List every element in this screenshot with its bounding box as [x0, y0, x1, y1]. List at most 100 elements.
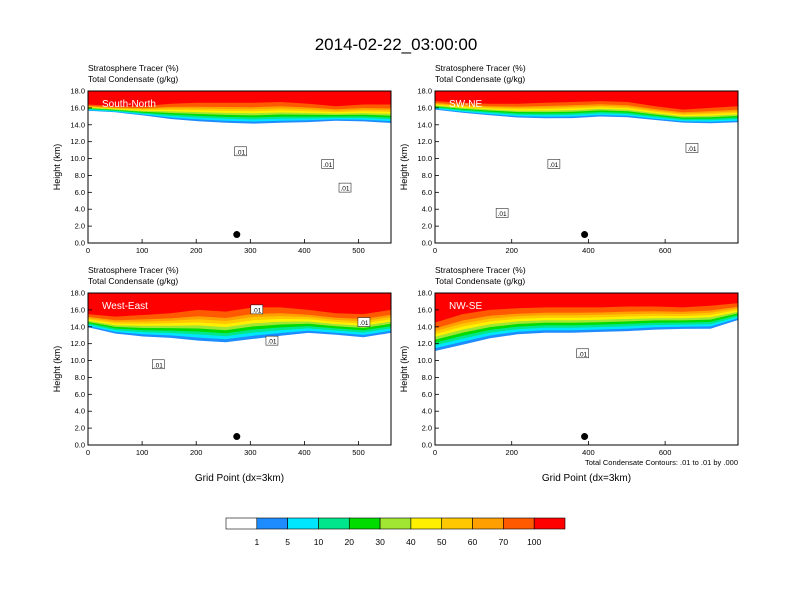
y-axis-label: Height (km): [399, 144, 409, 191]
y-tick-label: 16.0: [417, 103, 432, 112]
x-tick-label: 100: [136, 448, 149, 457]
y-tick-label: 4.0: [75, 205, 85, 214]
contour-label: .01: [252, 307, 261, 314]
x-tick-label: 400: [582, 246, 595, 255]
y-tick-label: 10.0: [417, 356, 432, 365]
y-tick-label: 12.0: [417, 137, 432, 146]
contour-label-box: [250, 304, 264, 315]
x-tick-label: 200: [505, 246, 518, 255]
y-tick-label: 18.0: [417, 289, 432, 298]
location-marker: [233, 433, 241, 441]
x-tick-label: 0: [433, 448, 437, 457]
y-tick-label: 18.0: [417, 87, 432, 96]
region-label: West-East: [102, 301, 148, 312]
contour-label: .01: [267, 339, 276, 346]
y-tick-label: 16.0: [70, 305, 85, 314]
x-tick-label: 200: [190, 448, 203, 457]
contour-label-box: [547, 159, 561, 169]
y-tick-label: 6.0: [75, 390, 85, 399]
colorbar-box: [225, 517, 258, 530]
panel-title-line: Stratosphere Tracer (%): [88, 265, 179, 275]
y-tick-label: 16.0: [70, 103, 85, 112]
panel-nw-se: Stratosphere Tracer (%)Total Condensate …: [399, 265, 739, 484]
y-axis-label: Height (km): [52, 346, 62, 393]
location-marker: [233, 231, 241, 239]
plot-area: .01 .01 .01 .01: [88, 293, 391, 445]
y-tick-label: 6.0: [422, 188, 432, 197]
panel-title-line: Total Condensate (g/kg): [88, 74, 178, 84]
colorbar-box: [441, 517, 473, 530]
colorbar-box: [348, 517, 381, 530]
tracer-band-max: [88, 91, 391, 107]
y-tick-label: 4.0: [75, 407, 85, 416]
contour-label-box: [152, 359, 165, 370]
contour-label: .01: [154, 362, 163, 369]
y-tick-label: 8.0: [75, 373, 85, 382]
colorbar-label: 30: [375, 537, 385, 547]
y-tick-label: 12.0: [417, 339, 432, 348]
y-tick-label: 14.0: [70, 322, 85, 331]
contour-note: Total Condensate Contours: .01 to .01 by…: [585, 458, 738, 467]
contour-label: .01: [323, 162, 332, 169]
x-axis-label: Grid Point (dx=3km): [542, 473, 631, 484]
contour-label-box: [576, 348, 589, 359]
plot-frame: [87, 90, 392, 244]
x-tick-label: 300: [244, 246, 257, 255]
contour-label: .01: [359, 320, 368, 327]
colorbar-box: [503, 517, 535, 530]
figure-title: 2014-02-22_03:00:00: [315, 35, 478, 54]
y-tick-label: 8.0: [75, 171, 85, 180]
x-tick-label: 500: [352, 246, 365, 255]
y-tick-label: 6.0: [422, 390, 432, 399]
y-tick-label: 0.0: [75, 239, 85, 248]
colorbar-label: 70: [499, 537, 509, 547]
y-tick-label: 4.0: [422, 407, 432, 416]
y-tick-label: 14.0: [417, 322, 432, 331]
colorbar-box: [533, 517, 566, 530]
y-tick-label: 4.0: [422, 205, 432, 214]
panels: Stratosphere Tracer (%)Total Condensate …: [52, 63, 739, 484]
colorbar-label: 50: [437, 537, 447, 547]
plot-area: .01 .01 .01: [435, 91, 738, 243]
x-tick-label: 0: [433, 246, 437, 255]
y-tick-label: 2.0: [75, 424, 85, 433]
colorbar-box: [472, 517, 504, 530]
y-tick-label: 14.0: [417, 120, 432, 129]
colorbar-box: [256, 517, 288, 530]
colorbar-label: 20: [345, 537, 355, 547]
y-tick-label: 18.0: [70, 289, 85, 298]
contour-label-box: [495, 208, 509, 218]
contour-label-box: [685, 143, 699, 153]
y-tick-label: 2.0: [422, 222, 432, 231]
x-tick-label: 200: [505, 448, 518, 457]
y-tick-label: 0.0: [422, 441, 432, 450]
x-tick-label: 200: [190, 246, 203, 255]
x-tick-label: 500: [352, 448, 365, 457]
panel-title-line: Stratosphere Tracer (%): [88, 63, 179, 73]
y-tick-label: 14.0: [70, 120, 85, 129]
panel-title-line: Total Condensate (g/kg): [435, 276, 525, 286]
contour-label-box: [338, 182, 352, 193]
y-tick-label: 10.0: [70, 154, 85, 163]
panel-south-north: Stratosphere Tracer (%)Total Condensate …: [52, 63, 392, 255]
plot-frame: [434, 292, 739, 446]
contour-label-box: [357, 317, 371, 327]
region-label: NW-SE: [449, 301, 482, 312]
y-axis-label: Height (km): [52, 144, 62, 191]
colorbar-label: 60: [468, 537, 478, 547]
x-tick-label: 0: [86, 448, 90, 457]
contour-label: .01: [687, 146, 696, 153]
y-tick-label: 2.0: [75, 222, 85, 231]
contour-label-box: [234, 146, 247, 157]
contour-label: .01: [340, 186, 349, 193]
colorbar: 1 5 10 20 30 40 50 60 70 100: [225, 517, 566, 547]
tracer-band-max: [88, 293, 391, 317]
x-tick-label: 600: [659, 246, 672, 255]
colorbar-box: [287, 517, 319, 530]
x-tick-label: 600: [659, 448, 672, 457]
region-label: SW-NE: [449, 99, 482, 110]
y-tick-label: 12.0: [70, 137, 85, 146]
x-tick-label: 400: [298, 246, 311, 255]
colorbar-label: 100: [527, 537, 541, 547]
